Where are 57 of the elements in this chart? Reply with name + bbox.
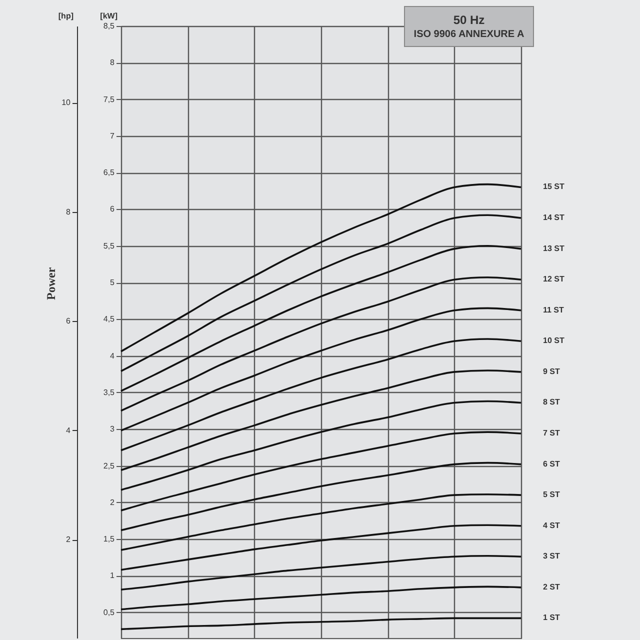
y2-tick-label: 4 <box>66 426 72 435</box>
line-series <box>120 400 522 491</box>
text: 9 ST <box>543 366 560 376</box>
text: 1 ST <box>543 613 560 622</box>
text: 7 ST <box>543 428 560 438</box>
text: 15 ST <box>543 182 564 192</box>
text: 11 ST <box>543 305 564 314</box>
y-axis-title: [kW] <box>100 12 118 20</box>
line-series <box>120 214 522 372</box>
y-tick-label: 5 <box>110 278 116 288</box>
chart-subtitle: ISO 9906 ANNEXURE A <box>412 29 526 40</box>
text: 10 ST <box>543 336 564 346</box>
text: 5 ST <box>543 490 560 500</box>
text: 8 ST <box>543 398 560 407</box>
line-series <box>120 555 522 591</box>
y-tick-label: 7,5 <box>103 94 116 104</box>
text: Power <box>44 267 59 300</box>
line-series <box>120 183 522 352</box>
line-series <box>120 276 522 412</box>
y-tick-label: 4 <box>110 351 116 360</box>
line-series <box>120 493 522 551</box>
line-series <box>120 244 522 392</box>
line-series <box>120 617 522 630</box>
text: 14 ST <box>543 213 564 222</box>
text: 6 ST <box>543 459 560 468</box>
y-tick-label: 5,5 <box>103 241 116 250</box>
line-series <box>120 462 522 532</box>
y-tick-label: 4,5 <box>103 314 116 324</box>
line-series <box>120 338 522 452</box>
y-tick-label: 7 <box>110 131 116 140</box>
text: 3 ST <box>543 552 560 561</box>
y2-tick-label: 8 <box>66 207 72 216</box>
y-tick-label: 6,5 <box>103 168 116 178</box>
line-series <box>120 524 522 571</box>
y-tick-label: 8 <box>110 58 116 68</box>
y-tick-label: 3 <box>110 424 116 434</box>
y2-tick-label: 2 <box>66 535 72 544</box>
y-tick-label: 0,5 <box>103 608 116 617</box>
line-series <box>120 586 522 610</box>
text: 12 ST <box>543 274 564 284</box>
y-tick-label: 8,5 <box>103 22 116 30</box>
y2-axis-title: [hp] <box>58 12 74 20</box>
y-tick-label: 6 <box>110 204 116 214</box>
line-series <box>120 431 522 512</box>
line-series <box>120 370 522 472</box>
y-tick-label: 3,5 <box>103 388 116 397</box>
text: 4 ST <box>543 520 560 530</box>
text: 2 ST <box>543 582 560 592</box>
y2-tick-label: 10 <box>62 98 72 107</box>
y-tick-label: 2 <box>110 498 116 507</box>
chart-title: 50 Hz <box>452 13 486 27</box>
y-tick-label: 1 <box>110 571 116 580</box>
y-tick-label: 1,5 <box>103 534 116 544</box>
line-series <box>120 307 522 432</box>
y2-tick-label: 6 <box>66 316 72 326</box>
y-tick-label: 2,5 <box>103 461 116 470</box>
text: 13 ST <box>543 244 564 253</box>
